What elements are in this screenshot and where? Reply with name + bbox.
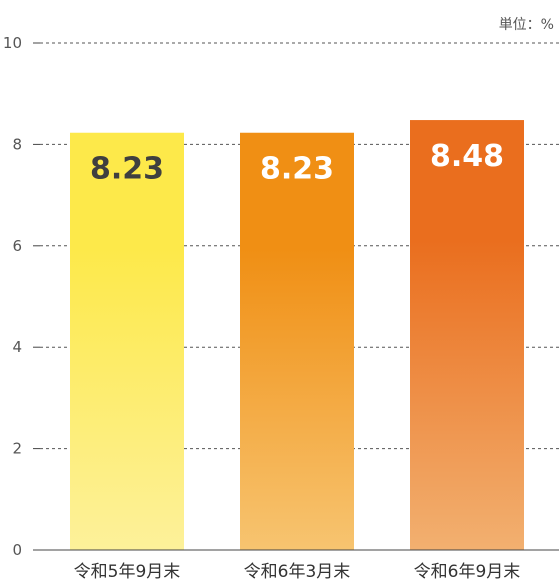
y-tick-label: 4: [12, 338, 22, 356]
bar: [410, 120, 524, 551]
data-label: 8.23: [90, 152, 164, 187]
data-label: 8.48: [430, 139, 504, 174]
bar: [240, 132, 354, 550]
y-tick-label: 0: [12, 541, 22, 559]
x-tick-label: 令和5年9月末: [74, 562, 181, 582]
labels: 8.23 令和5年9月末 8.23 令和6年3月末 8.48 令和6年9月末: [74, 139, 521, 582]
y-tick-label: 6: [12, 237, 22, 255]
bars: [70, 120, 524, 551]
unit-label: 単位：%: [499, 17, 554, 33]
x-tick-label: 令和6年3月末: [244, 562, 351, 582]
data-label: 8.23: [260, 152, 334, 187]
bar: [70, 132, 184, 550]
y-tick-label: 10: [3, 34, 22, 52]
y-tick-label: 8: [12, 135, 22, 153]
y-axis: 0 2 4 6 8 10: [3, 34, 559, 559]
x-tick-label: 令和6年9月末: [414, 562, 521, 582]
y-tick-label: 2: [12, 440, 22, 458]
